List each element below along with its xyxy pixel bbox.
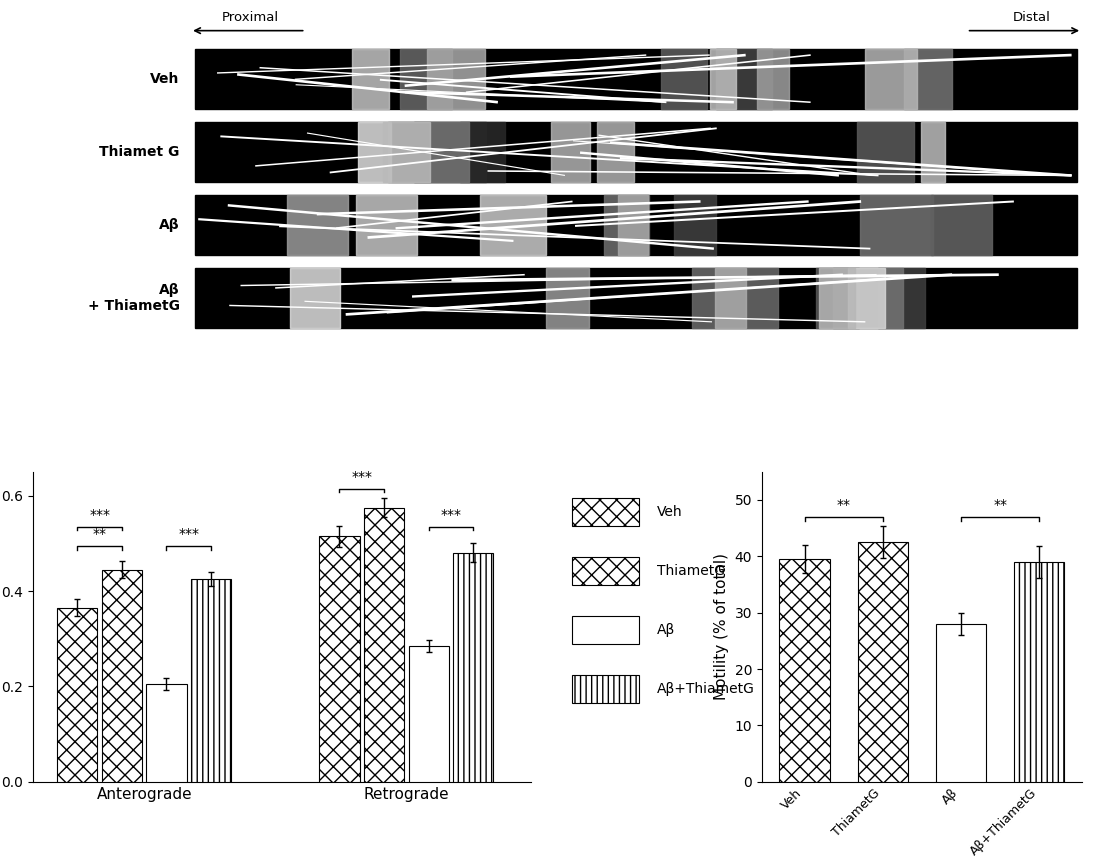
Bar — [319, 536, 360, 782]
Bar — [290, 268, 340, 328]
Bar — [572, 616, 639, 643]
Text: ***: *** — [351, 470, 373, 484]
Text: Aβ+ThiametG: Aβ+ThiametG — [657, 682, 755, 696]
Text: ***: *** — [440, 508, 461, 522]
Bar — [879, 268, 926, 328]
Text: ThiametG: ThiametG — [657, 564, 725, 578]
Text: Veh: Veh — [657, 505, 683, 519]
Bar — [359, 122, 391, 182]
Bar — [857, 122, 915, 182]
Text: Aβ: Aβ — [160, 218, 179, 232]
Bar — [400, 49, 451, 109]
Bar — [661, 49, 706, 109]
Bar — [848, 268, 885, 328]
Bar — [904, 49, 952, 109]
Bar — [287, 195, 349, 255]
Bar — [920, 122, 945, 182]
Bar — [146, 684, 187, 782]
Bar — [409, 646, 449, 782]
Bar — [480, 195, 545, 255]
Bar — [1013, 562, 1065, 782]
Bar — [860, 195, 933, 255]
Bar — [454, 553, 493, 782]
Bar — [388, 122, 469, 182]
Bar — [196, 195, 1077, 255]
Bar — [572, 675, 639, 703]
Bar — [597, 122, 634, 182]
Text: **: ** — [93, 527, 107, 541]
Bar — [833, 268, 903, 328]
Bar — [352, 49, 389, 109]
Bar — [858, 542, 908, 782]
Bar — [196, 122, 1077, 182]
Bar — [572, 557, 639, 585]
Text: ***: *** — [178, 527, 199, 541]
Text: Aβ: Aβ — [657, 623, 675, 637]
Bar — [604, 195, 649, 255]
Text: Distal: Distal — [1013, 11, 1050, 24]
Bar — [816, 268, 859, 328]
Bar — [715, 268, 745, 328]
Bar — [460, 122, 505, 182]
Text: Thiamet G: Thiamet G — [99, 145, 179, 159]
Bar — [196, 268, 1077, 328]
Bar — [716, 49, 773, 109]
Bar — [779, 559, 831, 782]
Bar — [930, 195, 992, 255]
Bar — [102, 570, 142, 782]
Text: Veh: Veh — [151, 71, 179, 86]
Bar — [820, 268, 855, 328]
Bar — [551, 122, 590, 182]
Text: ***: *** — [90, 508, 110, 522]
Bar — [757, 49, 789, 109]
Text: **: ** — [837, 498, 850, 512]
Bar — [692, 268, 778, 328]
Bar — [936, 624, 986, 782]
Bar — [619, 195, 648, 255]
Text: Aβ
+ ThiametG: Aβ + ThiametG — [87, 283, 179, 314]
Y-axis label: Motility (% of total): Motility (% of total) — [714, 553, 729, 700]
Bar — [572, 498, 639, 526]
Bar — [710, 49, 737, 109]
Bar — [865, 49, 917, 109]
Bar — [546, 268, 589, 328]
Bar — [384, 122, 430, 182]
Text: Proximal: Proximal — [222, 11, 279, 24]
Bar — [427, 49, 485, 109]
Bar — [364, 508, 404, 782]
Text: **: ** — [994, 498, 1007, 512]
Bar — [674, 195, 716, 255]
Bar — [356, 195, 418, 255]
Bar — [57, 607, 97, 782]
Bar — [414, 122, 486, 182]
Bar — [196, 49, 1077, 109]
Bar — [191, 579, 231, 782]
